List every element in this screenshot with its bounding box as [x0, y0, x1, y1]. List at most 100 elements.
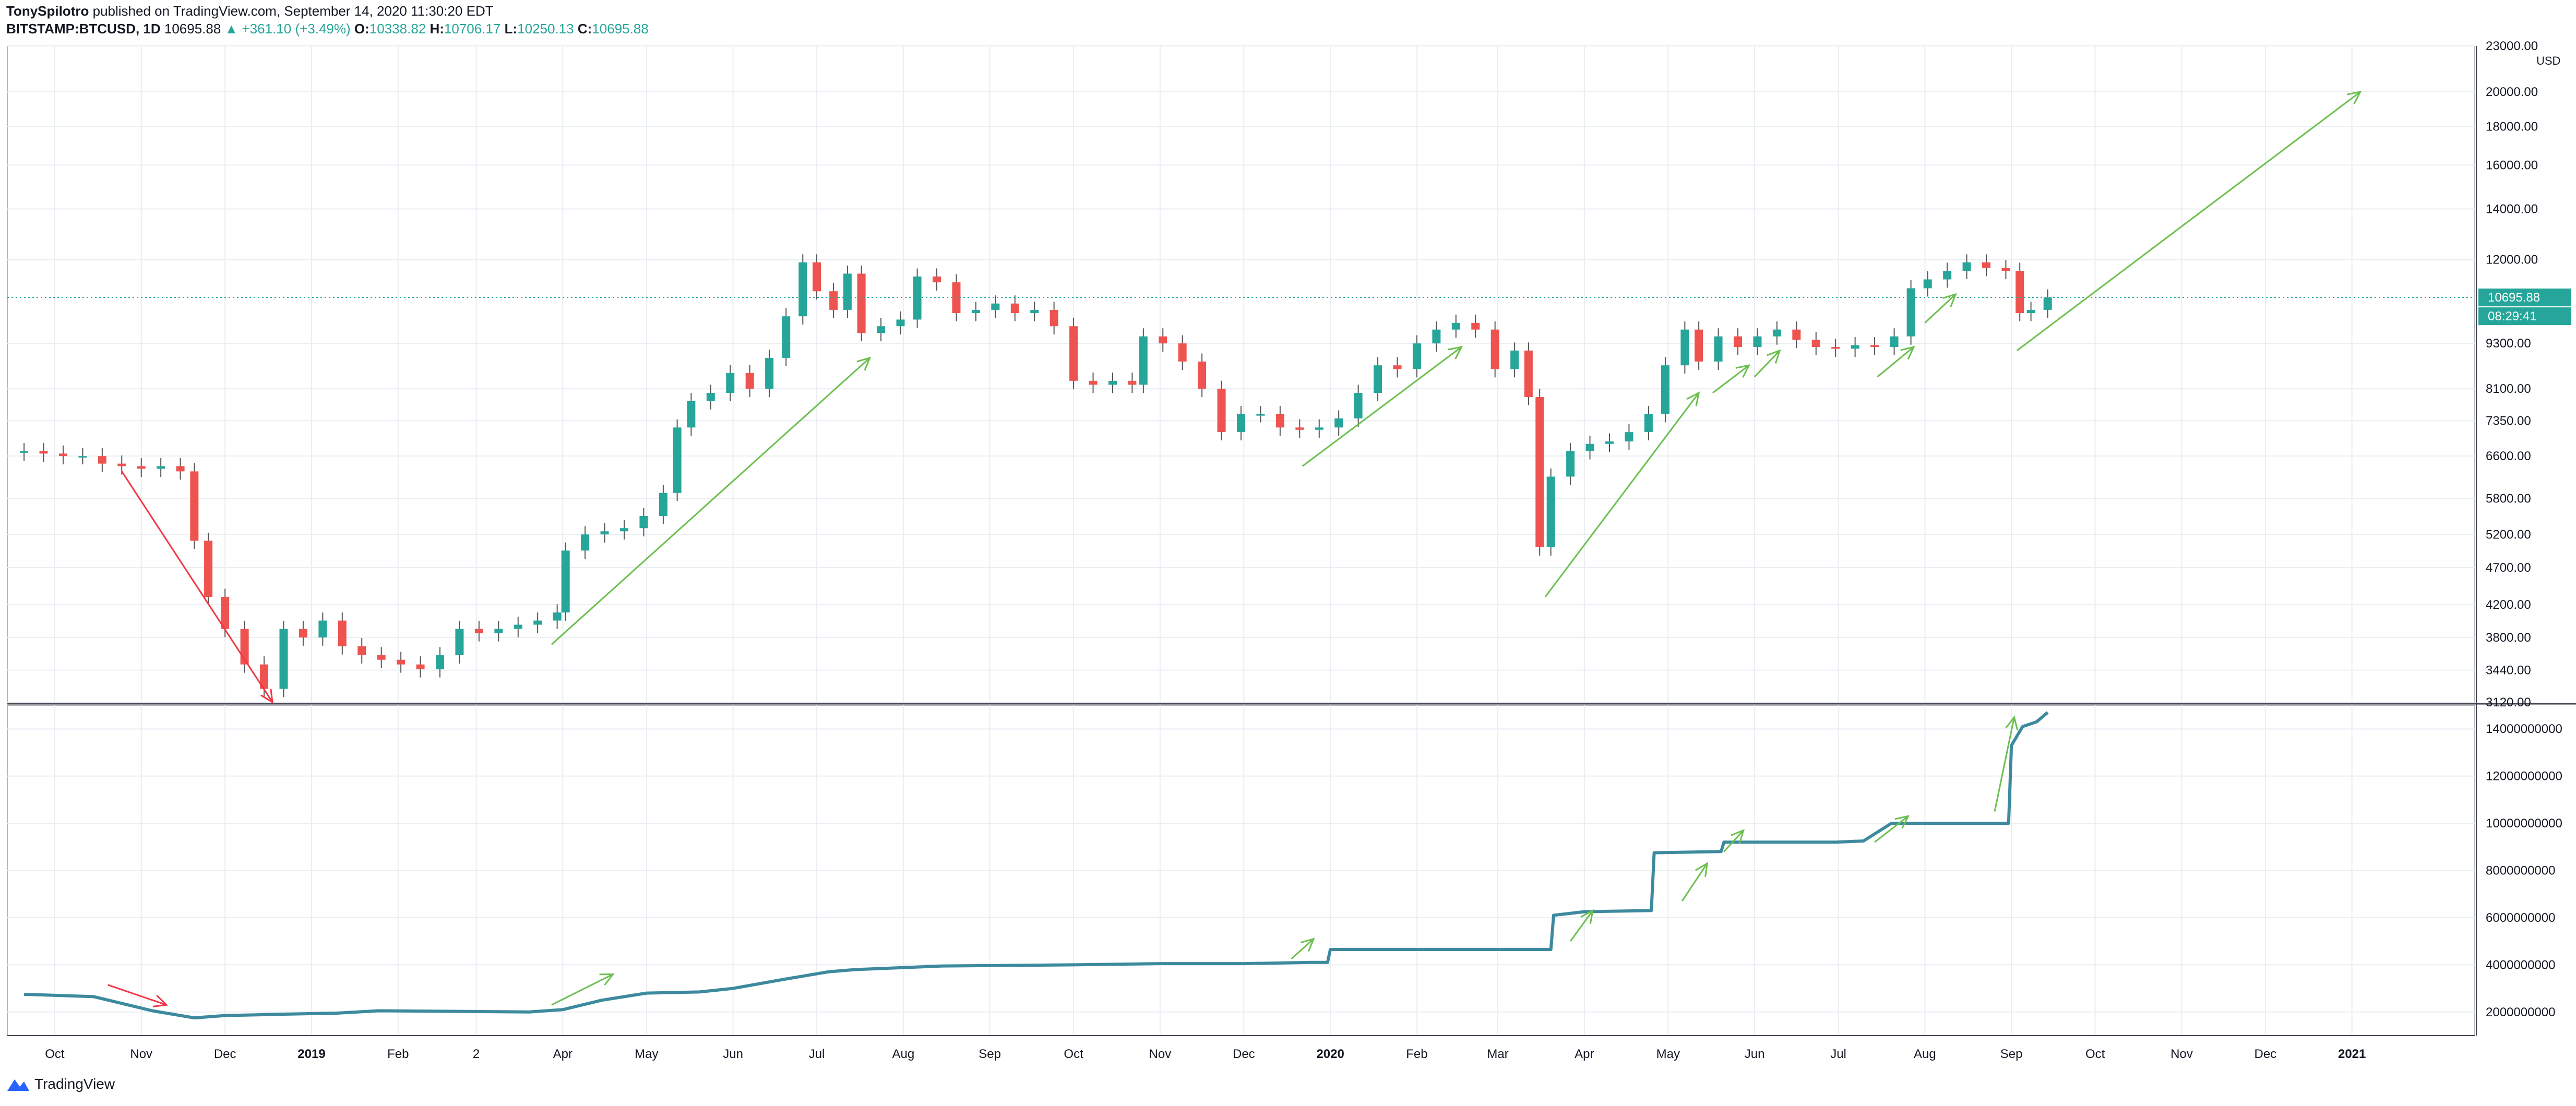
candle-body: [1108, 380, 1117, 385]
candle-body: [1851, 345, 1859, 349]
indicator-arrow-up: [1994, 717, 2015, 812]
candle-body: [706, 393, 715, 401]
indicator-axis-tick: 2000000000: [2486, 1005, 2555, 1019]
time-axis-label: Dec: [214, 1047, 236, 1061]
candle-body: [1753, 336, 1762, 347]
price-axis-tick: 7350.00: [2486, 414, 2531, 428]
candle-body: [687, 401, 696, 428]
candle-body: [1792, 329, 1801, 340]
candle-body: [176, 466, 185, 472]
time-axis-label: Apr: [553, 1047, 573, 1061]
publish-info: TonySpilotro published on TradingView.co…: [6, 3, 494, 19]
candle-body: [829, 291, 838, 310]
time-axis-label: Oct: [45, 1047, 65, 1061]
time-axis-label: Oct: [2085, 1047, 2105, 1061]
candle-body: [1831, 347, 1840, 349]
trend-arrow-up-head: [1942, 293, 1957, 307]
candle-body: [1661, 365, 1669, 414]
candle-body: [553, 612, 562, 621]
candle-body: [357, 646, 366, 655]
candle-body: [1490, 329, 1499, 369]
candle-body: [190, 471, 199, 541]
open-value: 10338.82: [369, 21, 426, 37]
trend-arrow-up-head: [1448, 345, 1463, 359]
candle-body: [813, 262, 821, 292]
candle-body: [98, 456, 106, 464]
trend-arrow-up-head: [1900, 345, 1915, 360]
time-axis-label: Feb: [387, 1047, 409, 1061]
symbol-label[interactable]: BITSTAMP:BTCUSD, 1D: [6, 21, 161, 37]
trend-arrow-up: [1877, 346, 1914, 378]
candle-body: [1962, 262, 1971, 271]
candle-body: [260, 664, 269, 689]
price-axis-tick: 20000.00: [2486, 85, 2538, 99]
indicator-arrow-up-head: [1730, 829, 1745, 844]
candle-body: [514, 624, 522, 629]
countdown-tag-text: 08:29:41: [2488, 309, 2536, 323]
indicator-axis-tick: 8000000000: [2486, 864, 2555, 878]
candle-body: [318, 620, 327, 638]
trend-arrow-up-head: [1767, 349, 1781, 364]
candle-body: [798, 262, 807, 317]
low-value: 10250.13: [517, 21, 574, 37]
candle-body: [1089, 380, 1098, 385]
up-triangle-icon: ▲: [224, 21, 238, 37]
currency-label: USD: [2536, 54, 2560, 67]
candle-body: [416, 664, 425, 669]
indicator-axis-tick: 4000000000: [2486, 958, 2555, 972]
price-axis-tick: 9300.00: [2486, 336, 2531, 351]
candle-body: [1217, 389, 1226, 432]
indicator-arrow-up-head: [1300, 937, 1315, 952]
candle-body: [600, 531, 609, 535]
candle-body: [58, 453, 67, 456]
candle-body: [933, 276, 941, 283]
time-axis-label: Aug: [1914, 1047, 1936, 1061]
candle-body: [474, 629, 483, 633]
candle-body: [299, 629, 307, 638]
time-axis-label: Feb: [1406, 1047, 1427, 1061]
candle-body: [1524, 350, 1533, 397]
symbol-legend: BITSTAMP:BTCUSD, 1D 10695.88 ▲ +361.10 (…: [6, 21, 649, 37]
indicator-arrow-up: [1723, 830, 1744, 852]
time-axis-label: Dec: [1233, 1047, 1255, 1061]
candle-body: [1695, 329, 1703, 362]
trend-arrow-down: [121, 471, 273, 703]
trend-arrow-up: [1924, 293, 1957, 323]
price-axis-tick: 23000.00: [2486, 39, 2538, 53]
time-axis-label: 2021: [2338, 1047, 2366, 1061]
candle-body: [20, 451, 29, 453]
indicator-arrow-up-head: [1695, 862, 1709, 877]
indicator-arrow-up: [551, 973, 614, 1006]
candle-body: [1069, 326, 1078, 381]
candle-body: [1680, 329, 1689, 366]
candle-body: [117, 463, 126, 466]
chart-canvas[interactable]: Oct Nov Dec 2019 Feb 2 Apr May Jun Jul Aug Sep Oct No…: [0, 0, 2576, 1069]
candle-body: [2016, 271, 2024, 314]
indicator-arrow-up-head: [2005, 715, 2019, 731]
time-axis-label: May: [1656, 1047, 1680, 1061]
candle-body: [896, 319, 905, 327]
high-value: 10706.17: [444, 21, 501, 37]
time-axis-label: Oct: [1064, 1047, 1083, 1061]
price-axis-tick: 3800.00: [2486, 631, 2531, 645]
price-axis-tick: 5800.00: [2486, 492, 2531, 506]
candle-body: [1256, 414, 1265, 416]
candle-body: [1772, 329, 1781, 336]
tradingview-brand[interactable]: TradingView: [6, 1076, 115, 1092]
author-name[interactable]: TonySpilotro: [6, 3, 89, 19]
price-axis-tick: 4700.00: [2486, 561, 2531, 575]
candle-body: [745, 372, 754, 389]
indicator-arrow-up: [1874, 815, 1909, 843]
trend-arrow-up: [2016, 91, 2361, 352]
candle-body: [279, 629, 288, 689]
candle-body: [991, 303, 1000, 310]
candle-body: [397, 659, 406, 665]
time-axis-label: Jul: [1830, 1047, 1846, 1061]
trend-arrow-up-head: [1686, 391, 1700, 406]
indicator-axis-tick: 12000000000: [2486, 770, 2562, 784]
indicator-line: [23, 711, 2049, 1020]
candle-body: [1546, 476, 1555, 548]
time-axis-label: Sep: [2000, 1047, 2023, 1061]
trend-arrow-up: [1544, 392, 1700, 597]
time-axis-label: Dec: [2255, 1047, 2277, 1061]
